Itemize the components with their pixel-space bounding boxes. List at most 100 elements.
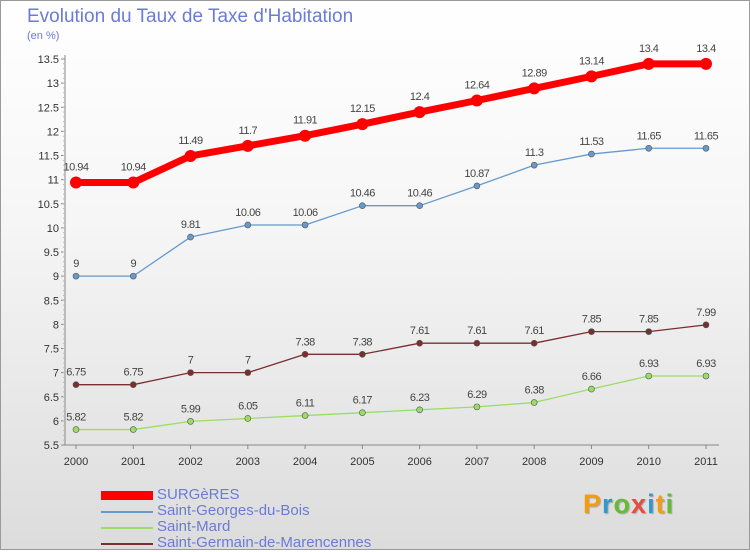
data-point	[530, 339, 538, 347]
data-point	[416, 202, 423, 209]
data-point	[359, 202, 366, 209]
data-label: 5.82	[66, 412, 86, 424]
data-label: 6.66	[582, 371, 602, 383]
data-point	[70, 176, 82, 189]
data-label: 7.61	[410, 325, 430, 337]
data-label: 7.61	[467, 325, 487, 337]
data-label: 6.75	[66, 367, 86, 379]
data-label: 10.06	[293, 207, 318, 219]
y-tick-label: 7	[53, 368, 59, 380]
data-point	[129, 272, 137, 280]
y-tick-label: 11	[48, 175, 59, 187]
x-tick-label: 2005	[350, 456, 374, 468]
y-tick-label: 12	[47, 126, 59, 138]
legend-swatch	[101, 527, 153, 529]
brand-letter: o	[613, 489, 632, 519]
data-point	[645, 144, 653, 152]
data-point	[413, 106, 426, 119]
brand-letter: r	[602, 489, 614, 519]
data-label: 11.49	[178, 135, 203, 147]
data-point	[588, 328, 595, 335]
data-label: 13.4	[696, 43, 716, 55]
data-point	[244, 415, 252, 422]
x-tick-label: 2007	[465, 456, 489, 468]
data-label: 9	[73, 258, 79, 270]
data-point	[470, 94, 483, 107]
data-point	[187, 369, 194, 376]
x-tick-label: 2002	[178, 456, 202, 468]
brand-logo: Proxiti	[583, 489, 674, 520]
series-line	[76, 60, 706, 187]
data-label: 10.46	[407, 188, 432, 200]
data-point	[530, 399, 538, 406]
data-point	[72, 272, 80, 280]
data-point	[702, 144, 710, 152]
data-label: 13.4	[639, 43, 659, 55]
data-point	[184, 149, 197, 162]
y-tick-label: 9.5	[44, 247, 59, 259]
data-point	[416, 406, 423, 414]
data-label: 12.89	[522, 67, 547, 79]
brand-letter: P	[583, 489, 603, 519]
y-tick-label: 9	[53, 271, 59, 283]
data-label: 6.17	[353, 395, 373, 407]
x-tick-label: 2001	[121, 456, 145, 468]
data-point	[588, 385, 595, 393]
data-point	[530, 161, 538, 169]
x-tick-label: 2003	[236, 456, 260, 468]
data-point	[645, 372, 653, 380]
data-point	[642, 57, 655, 70]
data-point	[72, 426, 80, 433]
data-point	[72, 381, 80, 388]
data-point	[301, 350, 309, 358]
legend-label: Saint-Germain-de-Marencennes	[157, 534, 372, 551]
data-point	[301, 412, 309, 419]
data-point	[416, 339, 423, 347]
x-tick-label: 2011	[694, 456, 718, 468]
data-label: 13.14	[579, 55, 604, 67]
chart-title: Evolution du Taux de Taxe d'Habitation	[27, 6, 354, 27]
y-tick-label: 11.5	[38, 151, 59, 163]
data-label: 11.91	[293, 115, 318, 127]
data-label: 5.82	[124, 412, 144, 424]
data-point	[241, 139, 254, 152]
data-label: 9.81	[181, 219, 201, 231]
y-tick-label: 7.5	[44, 344, 59, 356]
data-point	[187, 233, 194, 241]
data-label: 10.87	[464, 168, 489, 180]
data-point	[359, 350, 366, 358]
data-label: 7.85	[639, 314, 659, 326]
series-line	[76, 324, 707, 386]
data-point	[700, 57, 712, 70]
x-tick-label: 2006	[407, 456, 431, 468]
series-line	[76, 375, 706, 431]
data-label: 11.53	[579, 136, 604, 148]
data-label: 6.11	[296, 398, 315, 410]
legend-swatch	[101, 491, 153, 500]
data-point	[473, 182, 481, 190]
data-label: 5.99	[181, 403, 201, 415]
data-label: 10.94	[63, 162, 88, 174]
data-label: 12.64	[464, 79, 489, 91]
brand-letter: i	[647, 489, 656, 519]
data-point	[585, 70, 598, 83]
y-tick-label: 8.5	[44, 295, 59, 307]
y-tick-label: 12.5	[38, 102, 59, 114]
data-label: 7.85	[582, 314, 602, 326]
data-point	[299, 129, 312, 142]
y-tick-label: 5.5	[44, 440, 59, 452]
data-label: 7	[188, 355, 194, 367]
data-point	[702, 372, 710, 380]
brand-letter: x	[631, 489, 648, 519]
x-tick-label: 2004	[293, 456, 317, 468]
data-label: 12.15	[350, 103, 375, 115]
y-tick-label: 10.5	[38, 199, 59, 211]
data-label: 6.38	[524, 385, 544, 397]
data-label: 7.61	[524, 325, 544, 337]
data-label: 11.3	[525, 147, 544, 159]
data-point	[473, 403, 481, 411]
data-point	[473, 339, 481, 347]
brand-letter: i	[665, 489, 675, 519]
data-label: 12.4	[410, 91, 430, 103]
